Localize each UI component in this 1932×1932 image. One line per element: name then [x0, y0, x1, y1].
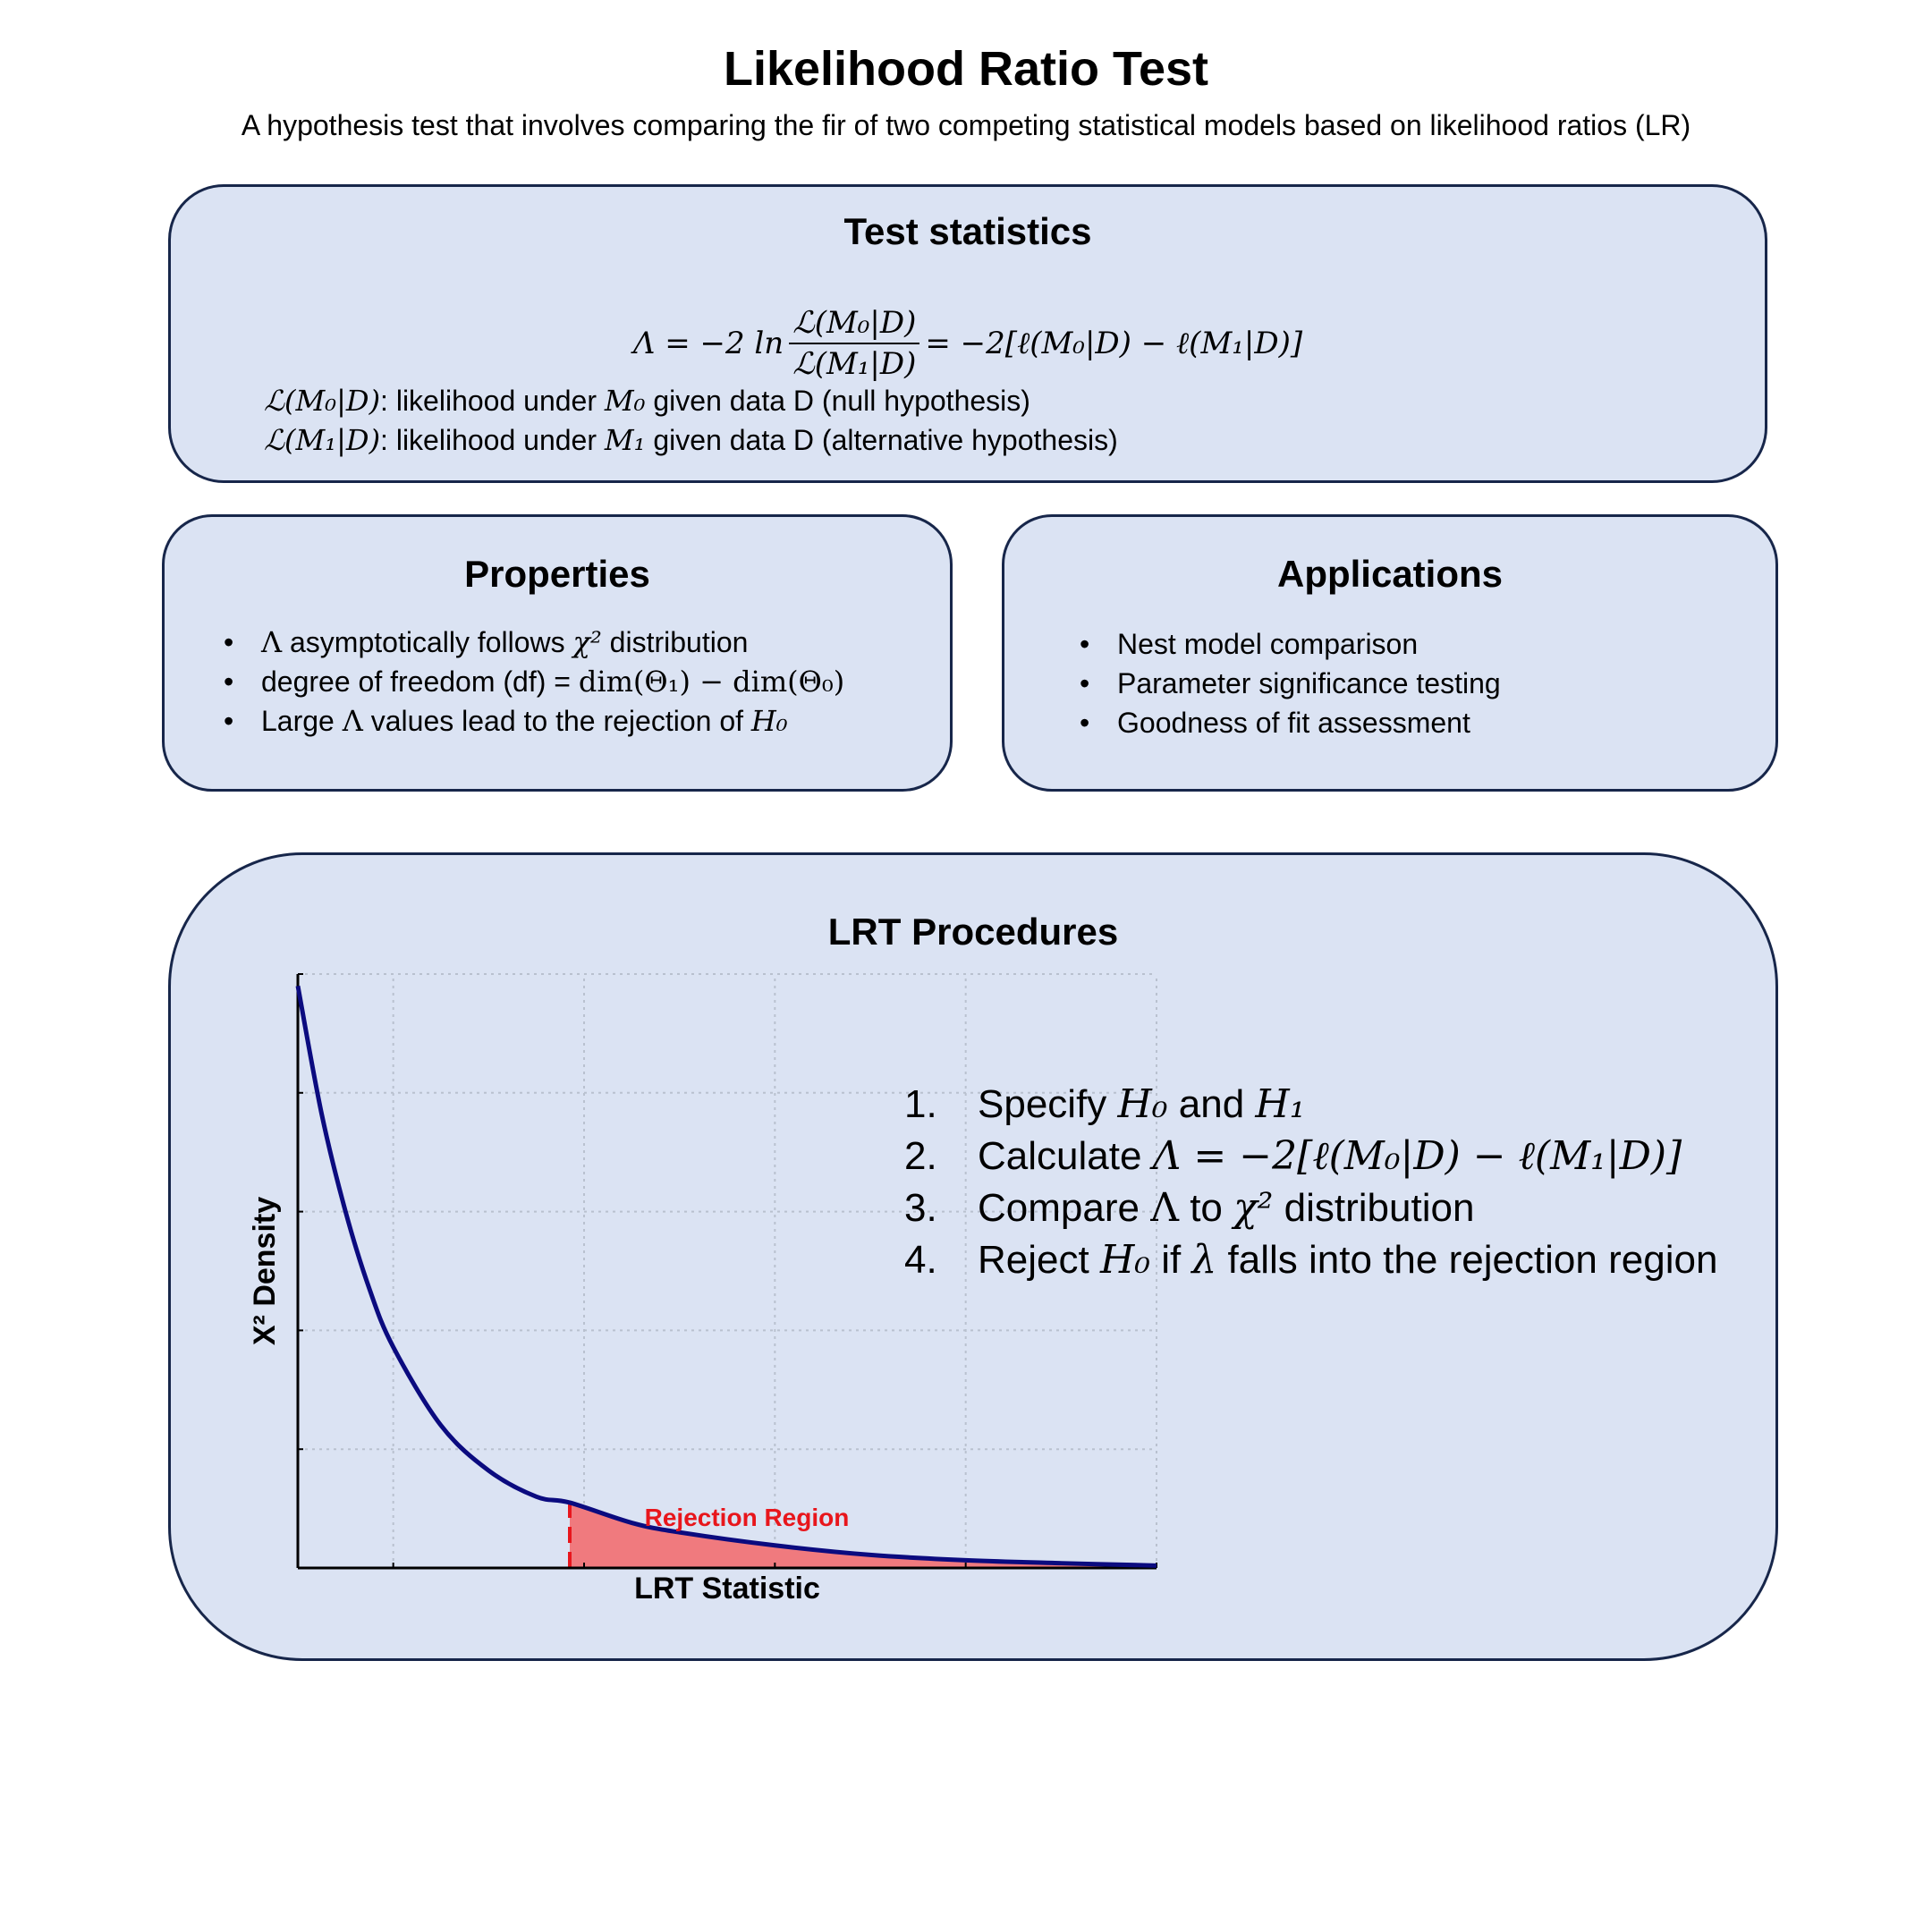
list-item: degree of freedom (df) = dim(Θ₁) − dim(Θ…: [224, 662, 845, 701]
definition-text: : likelihood under: [380, 385, 605, 417]
dimension-expression: dim(Θ₁) − dim(Θ₀): [578, 665, 845, 699]
procedure-steps: 1. Specify H₀ and H₁ 2. Calculate Λ = −2[ℓ…: [904, 1079, 1747, 1286]
definition-model: M₀: [604, 384, 646, 418]
step-item: 2. Calculate Λ = −2[ℓ(M₀|D) − ℓ(M₁|D)]: [904, 1131, 1747, 1182]
step-text: Reject: [978, 1238, 1100, 1282]
step-text: if: [1149, 1238, 1192, 1282]
chi-squared-symbol: χ²: [1233, 1185, 1274, 1231]
properties-panel: Properties Λ asymptotically follows χ² d…: [162, 514, 953, 792]
properties-title: Properties: [464, 553, 650, 595]
lambda-symbol: Λ: [1150, 1185, 1179, 1231]
formula-lhs: Λ = −2 ln: [632, 326, 784, 361]
x-axis-label: LRT Statistic: [634, 1572, 820, 1606]
page-subtitle: A hypothesis test that involves comparin…: [241, 109, 1691, 141]
step-text: distribution: [1273, 1186, 1475, 1230]
null-hypothesis-symbol: H₀: [750, 704, 788, 738]
formula-denominator: ℒ(M₁|D): [792, 346, 917, 382]
list-item-text: distribution: [601, 626, 749, 658]
lambda-symbol: Λ: [342, 704, 363, 738]
null-hypothesis-symbol: H₀: [1117, 1081, 1168, 1127]
step-number: 1.: [904, 1082, 937, 1126]
definition-symbol: ℒ(M₁|D): [264, 423, 381, 457]
list-item: Parameter significance testing: [1080, 664, 1501, 703]
definition-alternative: ℒ(M₁|D): likelihood under M₁ given data …: [264, 423, 1118, 457]
lambda-formula: Λ = −2 ln ℒ(M₀|D) ℒ(M₁|D) = −2[ℓ(M₀|D) −…: [171, 294, 1765, 393]
step-number: 4.: [904, 1238, 937, 1282]
step-number: 2.: [904, 1134, 937, 1178]
alt-hypothesis-symbol: H₁: [1255, 1081, 1306, 1127]
lrt-procedures-panel: LRT Procedures Rejection Region LRT Stati…: [168, 852, 1778, 1661]
formula-fraction: ℒ(M₀|D) ℒ(M₁|D): [789, 305, 920, 382]
rejection-region-area: [570, 1502, 1157, 1568]
step-item: 4. Reject H₀ if λ falls into the rejectio…: [904, 1234, 1747, 1286]
list-item: Nest model comparison: [1080, 624, 1501, 664]
definition-symbol: ℒ(M₀|D): [264, 384, 381, 418]
step-item: 1. Specify H₀ and H₁: [904, 1079, 1747, 1131]
lambda-lower-symbol: λ: [1191, 1237, 1217, 1283]
step-number: 3.: [904, 1186, 937, 1230]
list-item-text: values lead to the rejection of: [362, 705, 751, 737]
null-hypothesis-symbol: H₀: [1099, 1237, 1150, 1283]
density-curve: [295, 985, 1157, 1568]
list-item-text: asymptotically follows: [282, 626, 573, 658]
list-item: Large Λ values lead to the rejection of …: [224, 701, 844, 741]
list-item-text: Large: [261, 705, 343, 737]
list-item: Λ asymptotically follows χ² distribution: [224, 623, 844, 662]
step-item: 3. Compare Λ to χ² distribution: [904, 1182, 1747, 1234]
lambda-formula-inline: Λ = −2[ℓ(M₀|D) − ℓ(M₁|D)]: [1152, 1133, 1682, 1179]
applications-list: Nest model comparison Parameter signific…: [1080, 624, 1501, 742]
list-item-text: degree of freedom (df) =: [261, 665, 579, 698]
definition-model: M₁: [604, 423, 646, 457]
applications-panel: Applications Nest model comparison Param…: [1002, 514, 1778, 792]
rejection-region-label: Rejection Region: [645, 1504, 850, 1531]
test-statistics-panel: Test statistics Λ = −2 ln ℒ(M₀|D) ℒ(M₁|D…: [168, 184, 1767, 483]
formula-rhs: = −2[ℓ(M₀|D) − ℓ(M₁|D)]: [925, 326, 1303, 361]
step-text: Calculate: [978, 1134, 1153, 1178]
lrt-procedures-title: LRT Procedures: [827, 911, 1119, 953]
chi-squared-chart: Rejection Region LRT Statistic Χ² Density: [248, 973, 1157, 1606]
step-text: Compare: [978, 1186, 1151, 1230]
step-text: Specify: [978, 1082, 1118, 1126]
formula-numerator: ℒ(M₀|D): [789, 305, 920, 344]
definition-text: : likelihood under: [380, 424, 605, 456]
definition-rest: given data D (alternative hypothesis): [645, 424, 1118, 456]
y-axis-label: Χ² Density: [248, 1197, 282, 1345]
step-text: and: [1167, 1082, 1256, 1126]
properties-list: Λ asymptotically follows χ² distribution…: [224, 623, 845, 741]
step-text: falls into the rejection region: [1216, 1238, 1718, 1282]
chi-squared-symbol: χ²: [572, 625, 602, 659]
lambda-symbol: Λ: [261, 625, 283, 659]
test-statistics-title: Test statistics: [843, 210, 1092, 252]
definition-null: ℒ(M₀|D): likelihood under M₀ given data …: [264, 384, 1030, 418]
list-item: Goodness of fit assessment: [1080, 703, 1501, 742]
page-title: Likelihood Ratio Test: [723, 42, 1209, 96]
step-text: to: [1178, 1186, 1234, 1230]
applications-title: Applications: [1276, 553, 1504, 595]
definition-rest: given data D (null hypothesis): [645, 385, 1030, 417]
